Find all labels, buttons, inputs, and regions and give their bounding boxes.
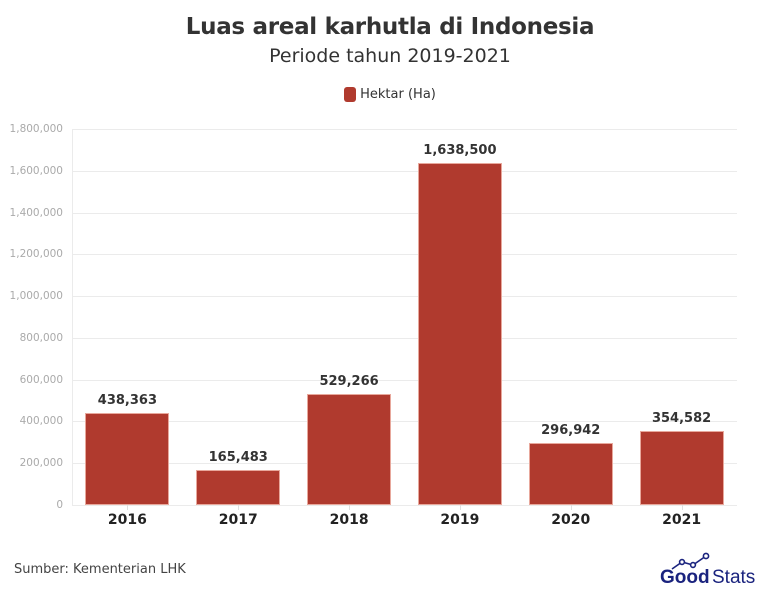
gridline [72,254,737,256]
bar-2016[interactable] [85,413,170,505]
chart-title: Luas areal karhutla di Indonesia [185,14,595,40]
bar-value-label: 296,942 [541,422,601,438]
bar-value-label: 529,266 [319,374,379,390]
bar-value-label: 165,483 [208,450,268,466]
y-tick-label: 600,000 [19,373,63,386]
goodstats-logo: Good Stats [660,552,755,586]
x-tick-label: 2021 [662,512,702,528]
legend-swatch [344,87,357,102]
x-tick-label: 2016 [107,512,147,528]
trend-line-icon [671,552,710,570]
y-tick-label: 0 [56,499,63,511]
bar-2019[interactable] [417,162,502,505]
plot-area: 0 200,000 400,000 600,000 800,000 1,000,000 1,… [10,123,737,511]
gridline [72,379,737,381]
gridline [72,463,737,465]
gridline [72,212,737,214]
gridline [72,421,737,423]
bar-2017[interactable] [196,470,281,505]
x-tick-label: 2018 [329,512,369,528]
y-axis-line [72,129,73,505]
x-tick-mark [570,505,572,510]
gridline [72,337,737,339]
legend-label: Hektar (Ha) [360,87,436,102]
gridline [72,296,737,298]
bar-value-label: 438,363 [97,393,158,409]
y-tick-label: 1,600,000 [9,164,63,177]
y-tick-label: 1,000,000 [9,290,63,303]
y-tick-label: 1,200,000 [9,248,63,261]
x-tick-mark [238,505,240,510]
gridline [72,129,737,130]
y-tick-label: 1,400,000 [9,206,63,219]
x-tick-mark [127,505,129,510]
x-tick-label: 2019 [440,512,480,528]
bar-value-label: 1,638,500 [423,142,497,158]
source-note: Sumber: Kementerian LHK [14,562,186,577]
chart-subtitle: Periode tahun 2019-2021 [269,45,511,67]
bar-2020[interactable] [528,442,613,505]
bar-2018[interactable] [307,394,392,505]
x-tick-mark [349,505,351,510]
bar-2021[interactable] [639,430,724,505]
y-tick-label: 1,800,000 [9,123,63,135]
x-tick-mark [459,505,461,510]
y-tick-label: 200,000 [19,457,63,470]
gridline [72,170,737,172]
y-tick-label: 800,000 [19,331,63,344]
x-tick-label: 2017 [218,512,258,528]
logo-stats: Stats [712,567,755,586]
gridline [72,505,737,506]
x-tick-mark [681,505,683,510]
bar-value-label: 354,582 [651,410,712,426]
x-tick-label: 2020 [551,512,591,528]
logo-good: Good [660,567,710,586]
legend: Hektar (Ha) [0,87,780,102]
y-tick-label: 400,000 [19,415,63,428]
